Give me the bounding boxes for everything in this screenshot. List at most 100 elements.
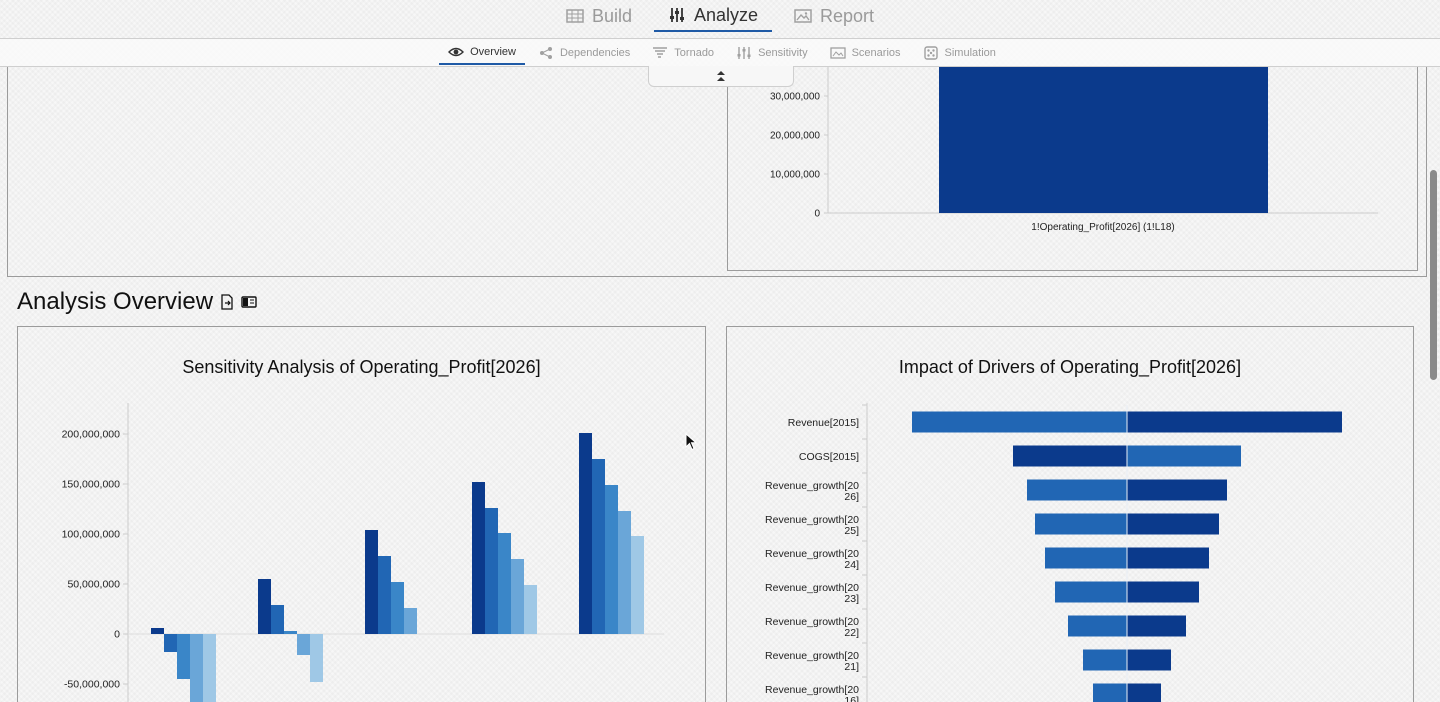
- subtab-scenarios-label: Scenarios: [851, 46, 901, 59]
- subtab-overview[interactable]: Overview: [439, 40, 525, 65]
- subtab-tornado[interactable]: Tornado: [643, 40, 723, 65]
- bar-operating-profit: [939, 67, 1268, 213]
- sensitivity-bar: [472, 482, 485, 634]
- tornado-bar-low: [1055, 581, 1127, 603]
- y-tick-label: 0: [814, 209, 820, 220]
- tab-report-label: Report: [820, 5, 875, 26]
- y-tick-label: 0: [114, 629, 120, 641]
- tornado-bar-low: [1093, 683, 1127, 702]
- driver-label: Revenue_growth[20 21]: [765, 650, 859, 673]
- subtab-dependencies[interactable]: Dependencies: [529, 40, 639, 65]
- share-icon: [539, 46, 552, 59]
- tornado-bar-high: [1127, 445, 1241, 467]
- table-icon: [566, 9, 584, 23]
- driver-label-line: Revenue_growth[20: [765, 684, 859, 696]
- sensitivity-bar: [151, 628, 164, 634]
- driver-label: Revenue_growth[20 23]: [765, 582, 859, 605]
- driver-label-line: Revenue_growth[20: [765, 616, 859, 628]
- collapse-arrows-icon: [717, 71, 725, 81]
- tornado-bar-high: [1127, 615, 1186, 637]
- dice-icon: [923, 45, 938, 60]
- sensitivity-bar: [258, 579, 271, 634]
- sensitivity-bar: [271, 605, 284, 634]
- subtab-scenarios[interactable]: Scenarios: [821, 40, 910, 65]
- tornado-chart-panel: Impact of Drivers of Operating_Profit[20…: [726, 326, 1414, 702]
- sensitivity-chart-title: Sensitivity Analysis of Operating_Profit…: [182, 357, 541, 377]
- result-bar-chart: 0 10,000,000 20,000,000 30,000,000 1!Operati…: [770, 67, 1378, 233]
- driver-label: Revenue_growth[20 24]: [765, 548, 859, 571]
- driver-label-line: Revenue_growth[20: [765, 650, 859, 662]
- image-icon: [829, 46, 846, 59]
- driver-label: Revenue_growth[20 26]: [765, 480, 859, 503]
- driver-label-line: 22]: [844, 627, 859, 639]
- tornado-bar-high: [1127, 513, 1219, 535]
- y-tick-label: 200,000,000: [62, 429, 121, 441]
- driver-label-line: 21]: [844, 661, 859, 673]
- presentation-icon[interactable]: [241, 294, 257, 310]
- tab-analyze-label: Analyze: [693, 4, 759, 25]
- sensitivity-bar: [164, 634, 177, 652]
- tab-build-label: Build: [591, 5, 632, 26]
- sensitivity-bar: [485, 508, 498, 634]
- tornado-bar-high: [1127, 479, 1227, 501]
- tab-report[interactable]: Report: [780, 0, 888, 32]
- tornado-bar-chart: Revenue[2015] COGS[2015] Revenue_growth[20…: [765, 403, 1342, 702]
- tornado-icon: [653, 46, 668, 58]
- tornado-bar-low: [1035, 513, 1127, 535]
- subtab-sensitivity[interactable]: Sensitivity: [727, 40, 817, 65]
- mouse-cursor-icon: [685, 433, 697, 451]
- page-scrollbar-track[interactable]: [1428, 67, 1440, 702]
- subtab-dependencies-label: Dependencies: [559, 46, 631, 59]
- driver-label: COGS[2015]: [799, 451, 859, 463]
- tab-analyze[interactable]: Analyze: [653, 0, 773, 32]
- y-tick-label: 30,000,000: [770, 92, 820, 103]
- result-chart-panel: 0 10,000,000 20,000,000 30,000,000 1!Operati…: [727, 67, 1418, 271]
- tornado-bar-low: [1013, 445, 1127, 467]
- subtab-simulation-label: Simulation: [944, 46, 996, 59]
- sensitivity-bar: [524, 585, 537, 634]
- tornado-bar-low: [1068, 615, 1127, 637]
- subtab-sensitivity-label: Sensitivity: [758, 46, 808, 59]
- page-scrollbar-thumb[interactable]: [1430, 170, 1437, 380]
- tornado-bar-high: [1127, 581, 1199, 603]
- subtab-simulation[interactable]: Simulation: [914, 40, 1005, 65]
- sensitivity-bar: [631, 536, 644, 634]
- sensitivity-bar-chart: 200,000,000 150,000,000 100,000,000 50,000,…: [62, 403, 664, 702]
- analysis-subnav: Overview Dependencies Tornado Sensitivit…: [0, 38, 1440, 67]
- tornado-bar-low: [1083, 649, 1127, 671]
- y-tick-label: 20,000,000: [770, 131, 820, 142]
- export-doc-icon[interactable]: [219, 294, 235, 310]
- sensitivity-bar: [579, 433, 592, 634]
- driver-label-line: Revenue_growth[20: [765, 514, 859, 526]
- sensitivity-bar: [511, 559, 524, 634]
- tab-build[interactable]: Build: [552, 0, 646, 32]
- driver-label: Revenue_growth[20 22]: [765, 616, 859, 639]
- tornado-bar-high: [1127, 547, 1209, 569]
- driver-label: Revenue_growth[20 25]: [765, 514, 859, 537]
- collapse-toolbar-handle[interactable]: [648, 66, 794, 87]
- mode-tabs: Build Analyze Report: [0, 0, 1440, 38]
- section-header: Analysis Overview: [17, 288, 257, 316]
- sliders-icon: [737, 46, 751, 59]
- sensitivity-bar: [365, 530, 378, 634]
- y-tick-label: 100,000,000: [62, 529, 121, 541]
- tornado-bar-low: [1027, 479, 1127, 501]
- sensitivity-bar: [284, 631, 297, 634]
- driver-label: Revenue[2015]: [788, 417, 859, 429]
- tornado-chart-title: Impact of Drivers of Operating_Profit[20…: [898, 357, 1242, 377]
- sensitivity-bar: [203, 634, 216, 702]
- driver-label-line: 23]: [844, 593, 859, 605]
- sensitivity-bar: [177, 634, 190, 679]
- subtab-tornado-label: Tornado: [674, 46, 715, 59]
- upper-results-panel: [7, 67, 1427, 277]
- tornado-bar-high: [1127, 649, 1171, 671]
- sensitivity-bar: [378, 556, 391, 634]
- y-tick-label: 150,000,000: [62, 479, 121, 491]
- sliders-icon: [669, 8, 684, 22]
- sensitivity-bar: [592, 459, 605, 634]
- tornado-bar-low: [1045, 547, 1127, 569]
- driver-label-line: 25]: [844, 525, 859, 537]
- sensitivity-bar: [310, 634, 323, 682]
- driver-label-line: 26]: [844, 491, 859, 503]
- section-title: Analysis Overview: [17, 288, 214, 315]
